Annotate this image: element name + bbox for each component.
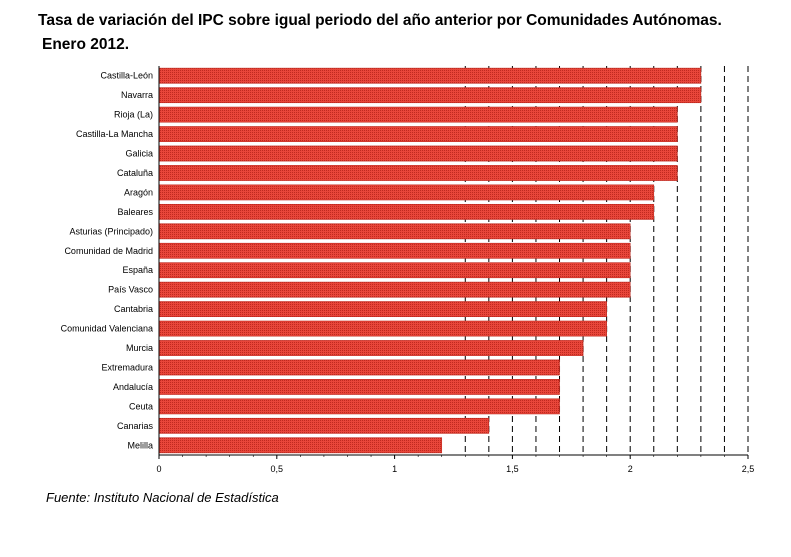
category-label: Andalucía	[113, 382, 153, 392]
bar	[158, 223, 631, 240]
grid-layer	[464, 66, 749, 455]
bar	[158, 262, 631, 279]
bar	[158, 184, 655, 201]
bar	[158, 417, 490, 434]
bar	[158, 87, 702, 104]
bar	[158, 379, 560, 395]
bar	[158, 242, 631, 259]
category-label: Baleares	[117, 207, 153, 217]
category-label: Asturias (Principado)	[69, 226, 153, 236]
category-label: Extremadura	[101, 362, 153, 372]
bar	[158, 437, 443, 454]
x-tick-label: 0	[156, 464, 161, 474]
axis-layer	[158, 66, 749, 459]
bar	[158, 320, 607, 337]
category-label: Melilla	[127, 440, 153, 450]
category-label: Cataluña	[117, 168, 153, 178]
chart-title: Tasa de variación del IPC sobre igual pe…	[38, 9, 722, 57]
category-label: Canarias	[117, 421, 154, 431]
category-label: Ceuta	[129, 401, 153, 411]
x-tick-label: 1	[392, 464, 397, 474]
category-label: Aragón	[124, 187, 153, 197]
bar	[158, 67, 702, 84]
category-label: País Vasco	[108, 285, 153, 295]
category-label: Navarra	[121, 90, 153, 100]
bar	[158, 281, 631, 298]
x-tick-label: 2,5	[742, 464, 755, 474]
bar	[158, 398, 560, 415]
bar	[158, 203, 655, 220]
chart-title-line2: Enero 2012.	[42, 36, 130, 53]
category-label: Castilla-La Mancha	[76, 129, 153, 139]
category-label: Murcia	[126, 343, 153, 353]
category-label: España	[122, 265, 153, 275]
bar	[158, 106, 678, 123]
bar	[158, 145, 678, 162]
chart-title-line1: Tasa de variación del IPC sobre igual pe…	[38, 12, 722, 29]
category-label: Galicia	[125, 149, 153, 159]
category-label: Comunidad Valenciana	[61, 324, 153, 334]
x-tick-label: 0,5	[271, 464, 284, 474]
source-note: Fuente: Instituto Nacional de Estadístic…	[46, 490, 279, 505]
category-label: Castilla-León	[100, 71, 153, 81]
bar-layer	[158, 67, 702, 454]
category-label: Cantabria	[114, 304, 153, 314]
label-layer: Castilla-León Navarra Rioja (La) Castilla-L…	[61, 71, 755, 474]
category-label: Rioja (La)	[114, 110, 153, 120]
bar	[158, 301, 607, 318]
bar	[158, 359, 560, 376]
category-label: Comunidad de Madrid	[64, 246, 153, 256]
x-tick-label: 2	[628, 464, 633, 474]
x-tick-label: 1,5	[506, 464, 519, 474]
bar	[158, 126, 678, 142]
bar	[158, 340, 584, 356]
bar	[158, 165, 678, 181]
